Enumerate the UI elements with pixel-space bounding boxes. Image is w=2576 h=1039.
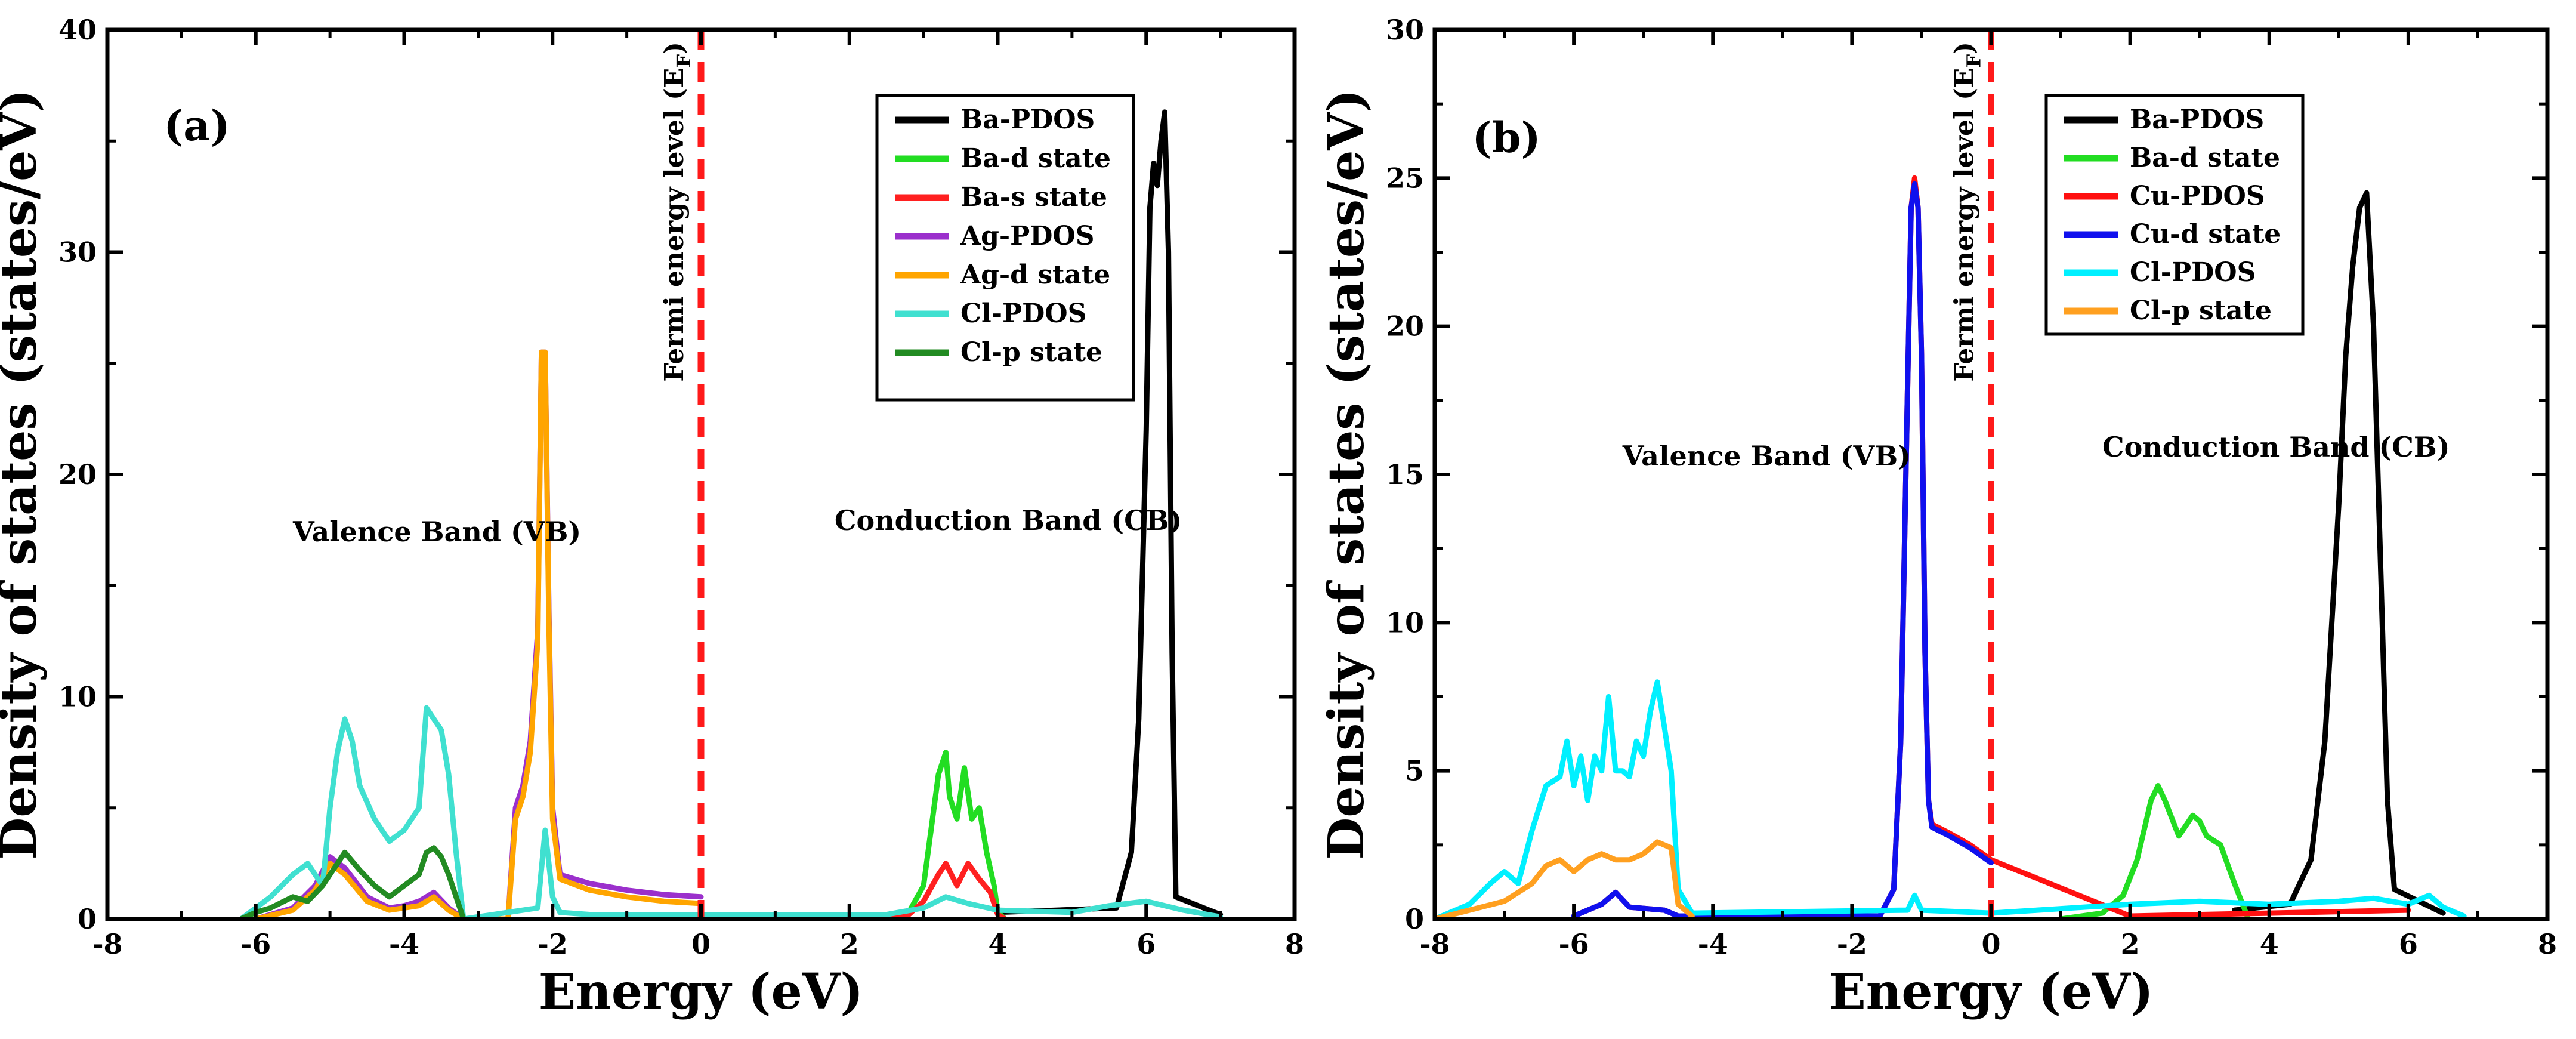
- y-axis-title: Density of states (states/eV): [0, 89, 48, 859]
- panel-a: -8 -6 -4 -2 0 2 4 6 8 0 10 20 30 40 Energy (eV) Density…: [0, 14, 1304, 1020]
- legend-label: Cu-PDOS: [2130, 181, 2265, 211]
- series-line-ba-d-state: [876, 750, 1008, 919]
- fermi-label-subscript: F: [1963, 54, 1985, 68]
- legend-label: Cl-p state: [2130, 295, 2272, 326]
- x-tick-label: 0: [691, 928, 711, 960]
- legend-label: Ag-d state: [960, 260, 1110, 290]
- series-line-cl-p-state: [1435, 839, 1695, 919]
- y-tick-label: 40: [58, 14, 97, 46]
- x-tick-label: -6: [240, 928, 271, 960]
- x-tick-label: -2: [538, 928, 568, 960]
- fermi-label-close: ): [659, 42, 690, 54]
- y-tick-label: 15: [1386, 458, 1424, 491]
- panel-label: (b): [1472, 113, 1540, 162]
- conduction-band-label: Conduction Band (CB): [835, 504, 1182, 537]
- panel-b: -8 -6 -4 -2 0 2 4 6 8 0 5 10 15 20 25 30 Energy (eV) Dens…: [1318, 14, 2557, 1020]
- fermi-label-subscript: F: [672, 54, 695, 68]
- series-line-ag-pdos: [253, 349, 704, 919]
- legend-label: Cu-d state: [2130, 219, 2281, 249]
- y-tick-label: 10: [58, 681, 97, 713]
- x-tick-label: 0: [1981, 928, 2000, 960]
- series-line-ag-d-state: [253, 349, 704, 919]
- series-line-ba-s-state: [876, 861, 1008, 919]
- y-tick-label: 10: [1386, 606, 1424, 639]
- valence-band-label: Valence Band (VB): [292, 516, 581, 548]
- x-tick-label: 4: [2260, 928, 2279, 960]
- legend-label: Ba-PDOS: [960, 104, 1095, 135]
- y-tick-label: 30: [58, 236, 97, 269]
- y-tick-label: 25: [1386, 162, 1424, 194]
- y-tick-label: 0: [78, 903, 97, 935]
- legend-label: Ba-s state: [960, 182, 1107, 212]
- series-line-ba-pdos: [995, 109, 1224, 917]
- x-tick-label: 8: [2538, 928, 2557, 960]
- fermi-level-label: Fermi energy level (EF): [1950, 42, 1985, 382]
- series-line-cl-p-state: [238, 845, 467, 919]
- series-line-cl-pdos: [238, 705, 1224, 919]
- legend-label: Cl-p state: [960, 337, 1102, 368]
- y-tick-label: 0: [1405, 903, 1424, 935]
- x-tick-label: -4: [389, 928, 419, 960]
- series-group: [238, 109, 1224, 919]
- x-tick-label: -2: [1837, 928, 1867, 960]
- legend-label: Ba-PDOS: [2130, 104, 2264, 135]
- legend-box: [2044, 94, 2305, 336]
- fermi-label-main: Fermi energy level (E: [1950, 68, 1980, 382]
- x-tick-label: 2: [2121, 928, 2140, 960]
- legend-label: Cl-PDOS: [2130, 257, 2256, 288]
- x-tick-label: -8: [1419, 928, 1450, 960]
- legend-label: Ba-d state: [2130, 143, 2280, 173]
- legend: Ba-PDOS Ba-d state Cu-PDOS Cu-d state Cl-PDO…: [2044, 94, 2305, 336]
- panel-label: (a): [163, 101, 230, 150]
- x-tick-label: -6: [1559, 928, 1589, 960]
- y-tick-label: 20: [58, 458, 97, 491]
- valence-band-label: Valence Band (VB): [1622, 440, 1911, 472]
- x-tick-label: 4: [988, 928, 1007, 960]
- legend: Ba-PDOS Ba-d state Ba-s state Ag-PDOS Ag-d s…: [875, 94, 1135, 402]
- series-line-cu-d-state: [1571, 181, 1994, 919]
- y-axis-title: Density of states (states/eV): [1318, 89, 1375, 859]
- x-tick-label: 6: [2399, 928, 2418, 960]
- y-tick-label: 20: [1386, 310, 1424, 343]
- series-group: [1435, 175, 2467, 919]
- series-line-ba-pdos: [2232, 190, 2446, 916]
- legend-label: Cl-PDOS: [960, 298, 1086, 329]
- fermi-label-main: Fermi energy level (E: [659, 68, 690, 382]
- series-line-cl-pdos: [1435, 679, 2467, 919]
- y-tick-label: 5: [1405, 755, 1424, 787]
- fermi-label-close: ): [1950, 42, 1980, 54]
- conduction-band-label: Conduction Band (CB): [2102, 431, 2450, 463]
- x-tick-label: 8: [1285, 928, 1304, 960]
- x-axis-title: Energy (eV): [539, 963, 863, 1020]
- legend-label: Ag-PDOS: [960, 221, 1095, 251]
- x-tick-label: -8: [92, 928, 122, 960]
- series-line-ba-d-state: [2058, 783, 2251, 919]
- fermi-level-label: Fermi energy level (EF): [659, 42, 695, 382]
- x-tick-label: 6: [1136, 928, 1156, 960]
- x-axis-title: Energy (eV): [1828, 963, 2153, 1020]
- y-tick-label: 30: [1386, 14, 1424, 46]
- x-tick-label: 2: [840, 928, 859, 960]
- legend-box: [875, 94, 1135, 402]
- legend-label: Ba-d state: [960, 143, 1111, 174]
- x-tick-label: -4: [1698, 928, 1728, 960]
